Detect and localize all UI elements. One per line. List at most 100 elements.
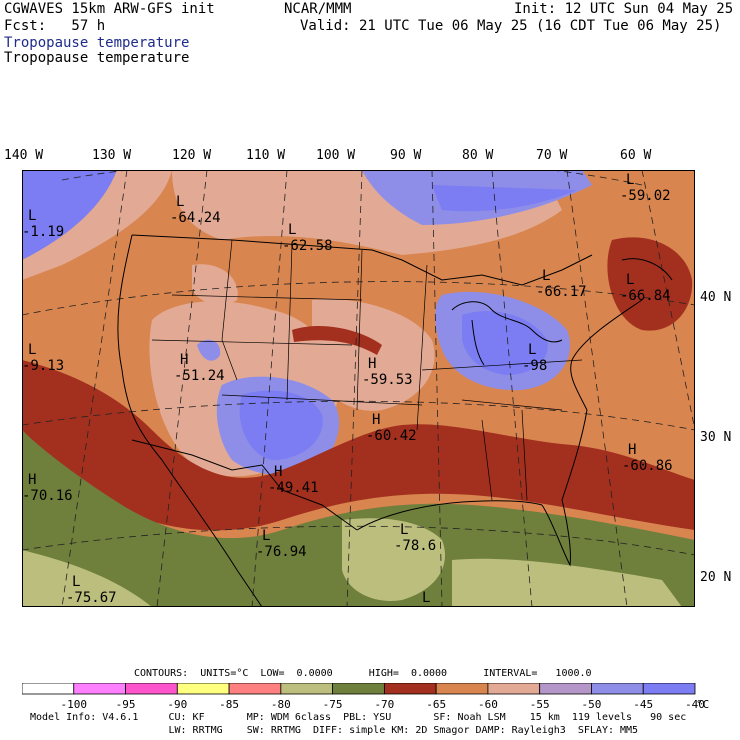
gulf-coast bbox=[356, 500, 543, 531]
pressure-center-value: -66.84 bbox=[620, 288, 671, 304]
meridian-80w bbox=[491, 170, 533, 607]
longitude-label: 60 W bbox=[620, 148, 652, 163]
model-title: CGWAVES 15km ARW-GFS init bbox=[4, 1, 215, 17]
pressure-center-letter: H bbox=[372, 412, 380, 428]
highs-lows-layer: L-64.24L-62.58H-51.24H-49.41H-59.53H-60.… bbox=[22, 172, 673, 606]
border-segment bbox=[151, 339, 353, 346]
latitude-label: 20 N bbox=[700, 570, 732, 585]
us-canada-border bbox=[131, 234, 593, 286]
state-borders bbox=[151, 239, 583, 501]
colorbar-tick-label: -80 bbox=[271, 698, 291, 711]
colorbar-swatch bbox=[125, 683, 178, 695]
longitude-label: 100 W bbox=[316, 148, 356, 163]
longitude-label: 120 W bbox=[172, 148, 212, 163]
org-label: NCAR/MMM bbox=[284, 1, 352, 17]
field-region-nw-pink bbox=[22, 170, 172, 280]
pressure-center-value: -9.13 bbox=[22, 358, 64, 374]
colorbar-tick-label: -85 bbox=[219, 698, 239, 711]
border-segment bbox=[481, 419, 493, 501]
model-info-line1: Model Info: V4.6.1 CU: KF MP: WDM 6class… bbox=[30, 712, 687, 723]
colorbar-swatch bbox=[487, 683, 541, 695]
colorbar-tick-label: -75 bbox=[323, 698, 343, 711]
colorbar-unit: °C bbox=[696, 698, 709, 711]
east-coast bbox=[570, 299, 643, 411]
colorbar-tick-label: -55 bbox=[530, 698, 550, 711]
west-coast bbox=[117, 234, 263, 607]
pressure-center-value: -78.6 bbox=[394, 538, 436, 554]
colorbar-swatch bbox=[280, 683, 334, 695]
border-segment bbox=[521, 409, 528, 501]
pressure-center-letter: H bbox=[180, 352, 188, 368]
model-info-line2: LW: RRTMG SW: RRTMG DIFF: simple KM: 2D … bbox=[30, 725, 639, 736]
parallel-40n bbox=[22, 281, 695, 316]
init-time: Init: 12 UTC Sun 04 May 25 bbox=[514, 1, 734, 17]
field-region-gulf-light-olive bbox=[342, 518, 446, 601]
pressure-center-letter: H bbox=[28, 472, 36, 488]
colorbar-swatch bbox=[642, 683, 696, 695]
border-segment bbox=[461, 399, 563, 411]
pressure-center-value: -60.42 bbox=[366, 428, 417, 444]
latitude-label: 40 N bbox=[700, 290, 732, 305]
border-segment bbox=[421, 359, 583, 371]
pressure-center-letter: L bbox=[262, 528, 270, 544]
forecast-hour: Fcst: 57 h bbox=[4, 18, 106, 34]
pressure-center-letter: H bbox=[628, 442, 636, 458]
border-segment bbox=[221, 394, 423, 406]
border-segment bbox=[171, 294, 363, 301]
colorbar-swatch bbox=[22, 683, 75, 695]
field-region-nw-blue bbox=[22, 170, 117, 260]
field-name-primary: Tropopause temperature bbox=[4, 35, 190, 51]
map-frame bbox=[22, 170, 695, 607]
border-segment bbox=[221, 239, 238, 381]
longitude-label: 80 W bbox=[462, 148, 494, 163]
pressure-center-value: -59.53 bbox=[362, 372, 413, 388]
pressure-center-value: -75.67 bbox=[66, 590, 117, 606]
pressure-center-letter: L bbox=[626, 172, 634, 188]
field-name-secondary: Tropopause temperature bbox=[4, 50, 190, 66]
colorbar-swatch bbox=[539, 683, 592, 695]
pressure-center-letter: L bbox=[28, 342, 36, 358]
pressure-center-letter: L bbox=[28, 208, 36, 224]
parallel-50n bbox=[61, 170, 643, 186]
colorbar-tick-label: -100 bbox=[61, 698, 88, 711]
great-lakes bbox=[451, 301, 563, 343]
colorbar-swatch bbox=[176, 683, 230, 695]
tropopause-temperature-map: L-64.24L-62.58H-51.24H-49.41H-59.53H-60.… bbox=[22, 170, 695, 607]
colorbar-swatch bbox=[591, 683, 644, 695]
pressure-center-value: -76.94 bbox=[256, 544, 307, 560]
pressure-center-letter: L bbox=[528, 342, 536, 358]
field-region-southwest-core bbox=[239, 390, 323, 460]
colorbar-tick-label: -65 bbox=[426, 698, 446, 711]
colorbar-swatch bbox=[73, 683, 126, 695]
colorbar-tick-label: -95 bbox=[116, 698, 136, 711]
longitude-label: 70 W bbox=[536, 148, 568, 163]
florida-coast bbox=[541, 409, 588, 567]
pressure-center-letter: L bbox=[176, 194, 184, 210]
pressure-center-value: -59.02 bbox=[620, 188, 671, 204]
parallel-20n bbox=[22, 525, 695, 556]
pressure-center-value: -1.19 bbox=[22, 224, 64, 240]
colorbar: -100 -95 -90 -85 -80 -75 -70 -65 -60 -55 -50 -45 -40… bbox=[22, 683, 709, 711]
meridian-120w bbox=[156, 170, 208, 607]
colorbar-swatch bbox=[228, 683, 282, 695]
colorbar-swatch bbox=[332, 683, 385, 695]
meridian-130w bbox=[61, 170, 128, 607]
meridian-60w bbox=[641, 170, 695, 431]
us-mexico-border bbox=[131, 439, 358, 531]
pressure-center-letter: L bbox=[422, 590, 430, 606]
pressure-center-value: -51.24 bbox=[174, 368, 225, 384]
field-region-southwest-light-olive bbox=[22, 550, 152, 607]
pressure-center-letter: L bbox=[72, 574, 80, 590]
pressure-center-value: -62.58 bbox=[282, 238, 333, 254]
field-region-north-lilac bbox=[432, 185, 577, 212]
pressure-center-letter: H bbox=[274, 464, 282, 480]
longitude-label: 110 W bbox=[246, 148, 286, 163]
field-region-greatlakes-core bbox=[462, 311, 548, 375]
colorbar-tick-label: -45 bbox=[633, 698, 653, 711]
contours-info: CONTOURS: UNITS=°C LOW= 0.0000 HIGH= 0.0… bbox=[134, 668, 592, 679]
pressure-center-letter: H bbox=[368, 356, 376, 372]
colorbar-swatch bbox=[383, 683, 437, 695]
field-region-central-streak bbox=[292, 325, 382, 355]
pressure-center-letter: L bbox=[288, 222, 296, 238]
colorbar-tick-label: -70 bbox=[374, 698, 394, 711]
